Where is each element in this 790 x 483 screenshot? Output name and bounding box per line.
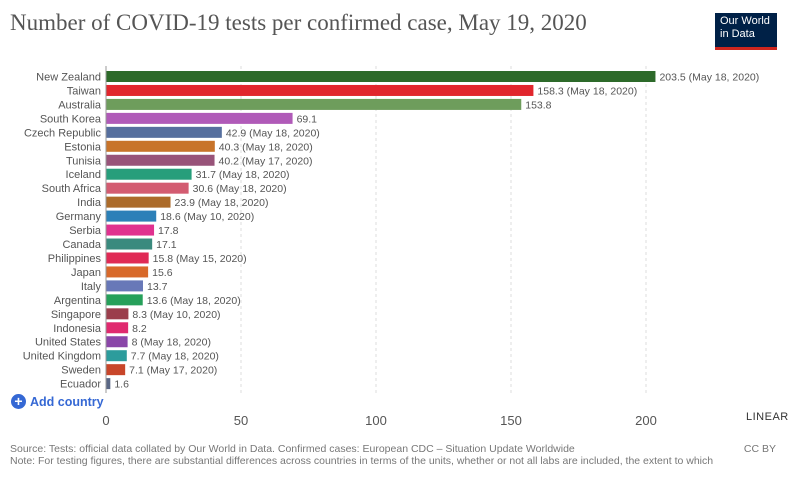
value-label: 8.3 (May 10, 2020) (132, 309, 220, 321)
bar[interactable] (106, 280, 143, 292)
category-label: Taiwan (67, 85, 101, 97)
add-country-button[interactable]: + Add country (11, 394, 104, 409)
value-label: 8.2 (132, 323, 147, 335)
category-label: Singapore (51, 309, 101, 321)
x-tick-label: 100 (365, 413, 387, 428)
category-label: Sweden (61, 365, 101, 377)
category-label: Tunisia (66, 155, 102, 167)
value-label: 153.8 (525, 99, 551, 111)
bar[interactable] (106, 196, 171, 208)
bar[interactable] (106, 252, 149, 264)
bar-chart: 0 50 100 150 200 New Zealand 203.5 (May 18, 20… (23, 66, 759, 428)
x-tick-label: 150 (500, 413, 522, 428)
x-tick-label: 0 (102, 413, 109, 428)
value-label: 15.6 (152, 267, 173, 279)
value-label: 7.7 (May 18, 2020) (131, 351, 219, 363)
category-label: South Africa (42, 183, 102, 195)
bar[interactable] (106, 364, 126, 376)
chart-title: Number of COVID-19 tests per confirmed c… (10, 10, 587, 35)
category-label: New Zealand (36, 72, 101, 84)
category-label: Australia (58, 99, 102, 111)
bar[interactable] (106, 350, 127, 362)
category-label: Italy (81, 281, 102, 293)
value-label: 158.3 (May 18, 2020) (537, 85, 637, 97)
value-label: 23.9 (May 18, 2020) (175, 197, 269, 209)
category-label: Argentina (54, 295, 102, 307)
bar[interactable] (106, 154, 215, 166)
license-link[interactable]: CC BY (743, 443, 776, 455)
bar[interactable] (106, 294, 143, 306)
category-label: Germany (56, 211, 102, 223)
bar[interactable] (106, 126, 222, 138)
category-label: Ecuador (60, 379, 101, 391)
category-label: United Kingdom (23, 351, 101, 363)
value-label: 17.8 (158, 225, 179, 237)
bar[interactable] (106, 322, 129, 334)
bar[interactable] (106, 168, 192, 180)
bar[interactable] (106, 308, 129, 320)
bar[interactable] (106, 266, 149, 278)
category-label: Czech Republic (24, 127, 102, 139)
category-label: United States (35, 337, 102, 349)
value-label: 40.2 (May 17, 2020) (219, 155, 313, 167)
category-label: India (77, 197, 102, 209)
value-label: 15.8 (May 15, 2020) (153, 253, 247, 265)
bar[interactable] (106, 140, 215, 152)
value-label: 31.7 (May 18, 2020) (196, 169, 290, 181)
bar[interactable] (106, 112, 293, 124)
category-label: Indonesia (53, 323, 102, 335)
category-label: Estonia (64, 141, 102, 153)
value-label: 13.7 (147, 281, 168, 293)
x-tick-label: 50 (234, 413, 248, 428)
category-label: Serbia (69, 225, 102, 237)
bar[interactable] (106, 182, 189, 194)
value-label: 1.6 (114, 379, 129, 391)
category-label: Canada (62, 239, 101, 251)
owid-logo[interactable]: Our World in Data (715, 13, 777, 50)
bar[interactable] (106, 336, 128, 348)
bar[interactable] (106, 71, 656, 82)
value-label: 17.1 (156, 239, 177, 251)
bar[interactable] (106, 210, 157, 222)
bar[interactable] (106, 224, 155, 236)
source-note: Source: Tests: official data collated by… (10, 443, 575, 455)
value-label: 40.3 (May 18, 2020) (219, 141, 313, 153)
testing-note: Note: For testing figures, there are sub… (10, 455, 714, 467)
value-label: 30.6 (May 18, 2020) (193, 183, 287, 195)
category-label: Iceland (66, 169, 101, 181)
add-country-label: Add country (30, 394, 104, 409)
x-tick-label: 200 (635, 413, 657, 428)
value-label: 69.1 (297, 113, 318, 125)
category-label: Philippines (48, 253, 102, 265)
bar[interactable] (106, 84, 534, 96)
category-label: South Korea (40, 113, 102, 125)
value-label: 8 (May 18, 2020) (132, 337, 211, 349)
logo-line-2: in Data (720, 28, 755, 40)
scale-toggle[interactable]: LINEAR (746, 411, 789, 423)
value-label: 18.6 (May 10, 2020) (160, 211, 254, 223)
value-label: 13.6 (May 18, 2020) (147, 295, 241, 307)
plus-circle-icon: + (11, 394, 26, 409)
value-label: 203.5 (May 18, 2020) (659, 72, 759, 84)
category-label: Japan (71, 267, 101, 279)
bar[interactable] (106, 378, 111, 390)
bar[interactable] (106, 98, 522, 110)
bar[interactable] (106, 238, 153, 250)
value-label: 42.9 (May 18, 2020) (226, 127, 320, 139)
logo-line-1: Our World (720, 15, 770, 27)
chart-footer: Source: Tests: official data collated by… (10, 443, 785, 467)
value-label: 7.1 (May 17, 2020) (129, 365, 217, 377)
